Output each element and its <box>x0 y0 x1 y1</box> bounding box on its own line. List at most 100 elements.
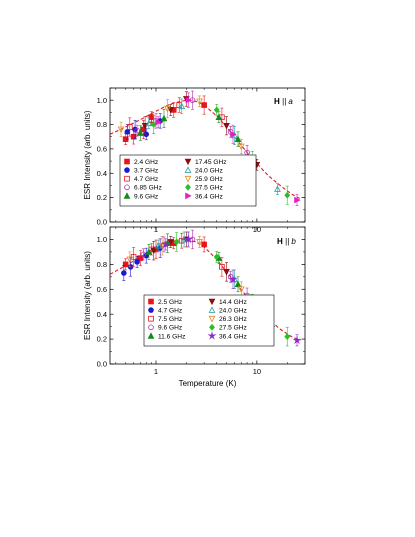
data-point <box>122 261 129 268</box>
y-tick-label: 0.8 <box>97 260 107 269</box>
legend-label: 36.4 GHz <box>219 333 247 340</box>
data-point <box>137 129 144 136</box>
legend-marker <box>147 332 155 339</box>
data-point <box>185 96 193 104</box>
series-9-6-ghz <box>137 109 242 147</box>
legend-label: 36.4 GHz <box>195 193 223 200</box>
panel-bottom: 0.0 0.2 0.4 0.6 0.8 1.0 1 10 ESR Intensity (arb.… <box>83 226 306 388</box>
data-point <box>137 255 144 261</box>
y-tick-label: 0.4 <box>97 169 107 178</box>
data-point <box>124 129 131 135</box>
data-point <box>178 102 186 110</box>
data-point <box>196 98 203 106</box>
data-point <box>219 264 225 270</box>
data-point <box>201 102 207 108</box>
data-point <box>292 335 302 345</box>
data-point <box>140 126 147 133</box>
legend-marker <box>184 158 192 166</box>
data-point <box>237 143 245 151</box>
legend-marker <box>209 323 215 331</box>
legend-marker <box>208 306 216 313</box>
data-point <box>215 113 223 121</box>
data-point <box>180 235 188 243</box>
data-point <box>274 185 281 192</box>
data-point <box>134 259 140 265</box>
data-point <box>284 333 291 341</box>
data-point <box>223 269 230 276</box>
series-36-4-ghz <box>161 231 302 347</box>
data-point <box>230 130 237 138</box>
data-point <box>155 118 162 126</box>
legend-label: 27.5 GHz <box>219 325 247 332</box>
series-9-6-ghz <box>140 229 250 304</box>
legend-label: 2.4 GHz <box>134 159 158 166</box>
series-24-0-ghz <box>145 98 281 195</box>
legend-label: 17.45 GHz <box>195 159 227 166</box>
data-point <box>213 106 220 114</box>
data-point <box>237 286 245 293</box>
data-point <box>117 126 125 134</box>
annotation-bold: H <box>277 237 283 246</box>
annotation-axis: || b <box>283 237 297 246</box>
data-point <box>201 241 207 248</box>
data-point <box>126 256 134 264</box>
data-point <box>173 238 180 246</box>
x-tick-label: 10 <box>253 367 261 376</box>
data-point <box>164 105 171 113</box>
data-point <box>184 234 193 244</box>
legend-marker <box>207 331 217 340</box>
data-point <box>150 247 158 255</box>
legend-label: 11.6 GHz <box>158 333 185 340</box>
y-tick-label: 1.0 <box>97 96 107 105</box>
series-36-4-ghz <box>155 92 301 206</box>
legend-label: 24.0 GHz <box>219 308 247 315</box>
data-point <box>234 135 242 142</box>
y-tick-label: 0.2 <box>97 335 107 344</box>
legend-marker <box>185 192 192 200</box>
field-direction-annotation: H || b <box>277 237 296 246</box>
data-point <box>223 122 230 130</box>
field-direction-annotation: H || a <box>274 97 293 106</box>
x-tick-label: 1 <box>154 367 158 376</box>
data-point <box>127 124 133 130</box>
y-tick-label: 0.0 <box>97 218 107 227</box>
legend-label: 4.7 GHz <box>134 176 158 183</box>
data-point <box>213 253 220 261</box>
legend-marker <box>185 183 191 191</box>
data-point <box>145 248 153 255</box>
legend-marker <box>148 307 154 313</box>
annotation-bold: H <box>274 97 280 106</box>
legend-label: 4.7 GHz <box>158 308 182 315</box>
legend-marker <box>124 167 130 173</box>
legend-marker <box>184 166 192 173</box>
legend-label: 2.5 GHz <box>158 299 182 306</box>
legend-marker <box>124 184 130 191</box>
legend-label: 24.0 GHz <box>195 168 223 175</box>
legend-label: 6.85 GHz <box>134 185 162 192</box>
data-point <box>145 119 153 127</box>
data-point <box>167 107 175 114</box>
y-tick-label: 0.4 <box>97 310 107 319</box>
y-axis-label: ESR Intensity (arb. units) <box>83 251 92 340</box>
legend-marker <box>208 315 216 323</box>
legend-label: 26.3 GHz <box>219 316 247 323</box>
legend-marker <box>208 298 216 306</box>
data-point <box>161 239 171 249</box>
plot-frame <box>109 87 306 223</box>
data-point <box>154 242 162 249</box>
data-point <box>160 114 168 122</box>
legend-label: 9.6 GHz <box>158 325 182 332</box>
legend-marker <box>184 175 192 183</box>
data-point <box>167 239 175 246</box>
data-point <box>294 196 301 204</box>
data-point <box>228 274 238 284</box>
legend-marker <box>148 298 154 305</box>
legend-label: 14.4 GHz <box>219 299 247 306</box>
legend-marker <box>124 158 130 165</box>
legend-marker <box>148 315 154 322</box>
annotation-axis: || a <box>280 97 294 106</box>
legend-label: 9.6 GHz <box>134 193 158 200</box>
data-point <box>196 239 203 246</box>
